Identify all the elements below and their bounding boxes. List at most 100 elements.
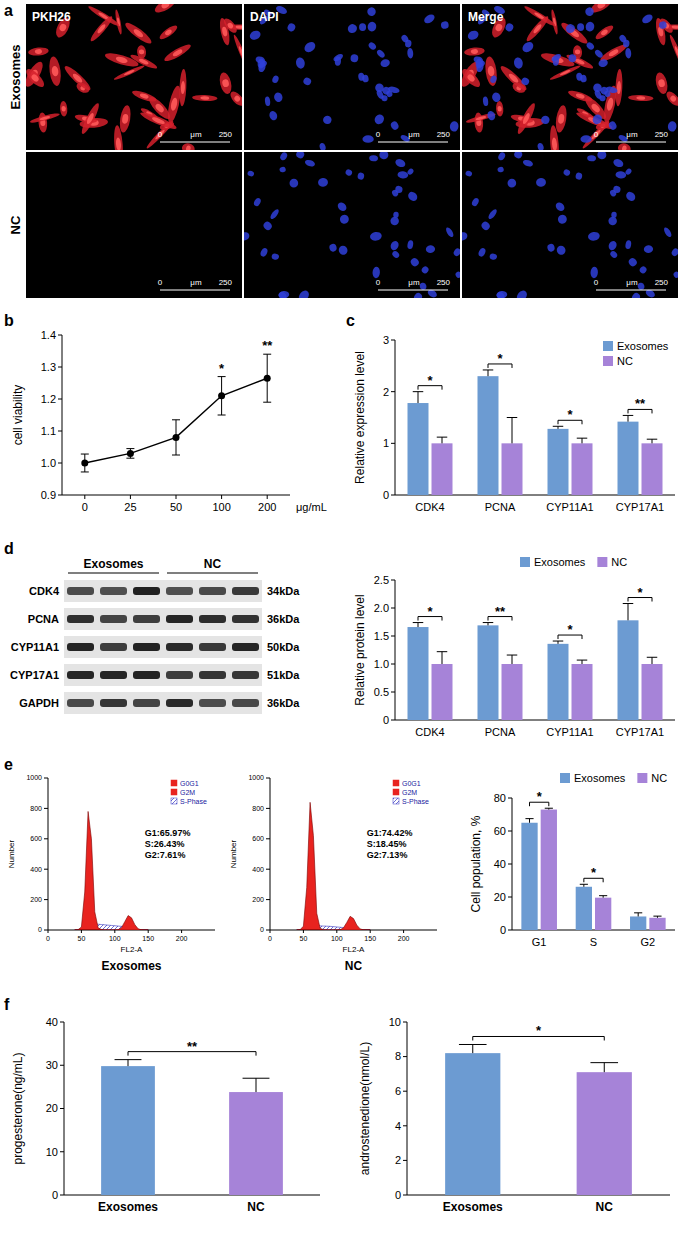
nucleus	[409, 257, 420, 268]
y-tick-label: 1000	[26, 774, 42, 781]
plot-marks	[81, 354, 271, 472]
blot-band	[100, 671, 127, 679]
y-tick-label: 600	[30, 835, 42, 842]
y-axis-title: Number	[229, 839, 238, 868]
plot-marks	[75, 811, 148, 930]
cell-stain-core	[72, 72, 84, 84]
scale-bar-label: 0	[594, 278, 599, 287]
bar	[548, 429, 569, 495]
nucleus	[369, 231, 382, 242]
error-bar	[437, 652, 448, 664]
y-tick	[58, 367, 62, 368]
bar	[408, 403, 429, 495]
micrograph-content	[462, 152, 678, 298]
y-tick-label: 1000	[248, 774, 264, 781]
error-bar	[590, 1063, 618, 1073]
nucleus	[522, 159, 534, 168]
nucleus	[465, 170, 473, 177]
annotation: S:26.43%	[145, 839, 185, 849]
legend-label: S-Phase	[402, 798, 429, 805]
y-tick	[391, 443, 395, 444]
cell-stain	[26, 59, 46, 89]
cell-stain-core	[636, 96, 645, 100]
y-tick	[391, 580, 395, 581]
y-tick-label: 2.5	[374, 574, 389, 586]
y-axis-title: cell viability	[11, 385, 25, 446]
nucleus	[395, 186, 403, 194]
x-tick-label: 200	[176, 935, 188, 942]
error-bar	[437, 437, 448, 443]
cell-stain-core	[58, 23, 67, 33]
bar	[408, 627, 429, 720]
y-tick	[508, 798, 512, 799]
cell-stain	[181, 142, 196, 150]
micrograph	[26, 4, 242, 150]
nucleus	[426, 245, 436, 253]
nucleus	[564, 22, 577, 34]
error-cap	[81, 471, 89, 472]
cell-stain-core	[138, 58, 149, 66]
y-tick-label: 200	[252, 896, 264, 903]
blot-band	[199, 699, 226, 707]
y-tick	[44, 778, 48, 779]
panel-label: d	[4, 540, 14, 557]
y-tick-label: 0	[260, 926, 264, 933]
y-tick	[391, 692, 395, 693]
blot-band	[67, 643, 94, 651]
cell-stain	[464, 47, 485, 57]
x-axis-title: μg/mL	[296, 501, 327, 513]
cell-stain-core	[233, 95, 241, 103]
error-bar	[634, 913, 642, 917]
nucleus	[475, 58, 483, 69]
scale-bar-label: μm	[626, 130, 638, 139]
x-tick-label: NC	[596, 1200, 614, 1214]
scale-bar-label: 250	[219, 130, 233, 139]
chart-caption: NC	[345, 959, 363, 973]
cell-stain	[496, 101, 504, 117]
error-cap	[437, 651, 448, 652]
error-cap	[459, 1044, 487, 1045]
blot-strip	[64, 692, 262, 714]
cell-stain-core	[522, 112, 531, 125]
nucleus	[471, 197, 480, 207]
error-cap	[553, 426, 564, 427]
significance-label: **	[262, 338, 273, 353]
cell-stain-core	[139, 49, 145, 54]
nucleus	[454, 271, 460, 279]
blot-band	[67, 671, 94, 679]
nucleus	[575, 172, 583, 180]
nucleus	[607, 120, 617, 131]
x-axis-title: FL2-A	[121, 945, 143, 954]
x-tick-label: CDK4	[415, 501, 444, 513]
nucleus	[627, 257, 638, 268]
significance-label: *	[497, 351, 503, 366]
nucleus	[466, 29, 480, 42]
y-tick	[391, 664, 395, 665]
nucleus	[244, 231, 251, 243]
blot-band	[232, 587, 259, 595]
scale-bar-label: 0	[376, 278, 381, 287]
y-axis	[395, 340, 396, 495]
scale-bar-label: 0	[376, 130, 381, 139]
nucleus	[419, 282, 427, 291]
protein-label: CYP11A1	[11, 641, 59, 653]
y-tick	[266, 930, 270, 931]
cell-stain-core	[51, 66, 59, 77]
cell-stain-core	[658, 79, 666, 88]
y-tick-label: 0	[500, 924, 506, 936]
significance-label: **	[495, 604, 506, 619]
error-cap	[545, 808, 553, 809]
y-tick-label: 0	[383, 714, 389, 726]
error-bar	[647, 657, 658, 664]
cell-stain	[559, 20, 590, 46]
row-label: NC	[8, 215, 23, 234]
significance-label: *	[427, 373, 433, 388]
x-tick-label: 200	[258, 501, 276, 513]
nucleus	[406, 167, 414, 175]
significance-label: *	[591, 865, 597, 880]
legend-swatch	[393, 789, 399, 795]
blot-band	[199, 643, 226, 651]
y-tick-label: 20	[46, 1102, 58, 1114]
nucleus	[302, 76, 312, 86]
error-bar	[525, 819, 533, 823]
